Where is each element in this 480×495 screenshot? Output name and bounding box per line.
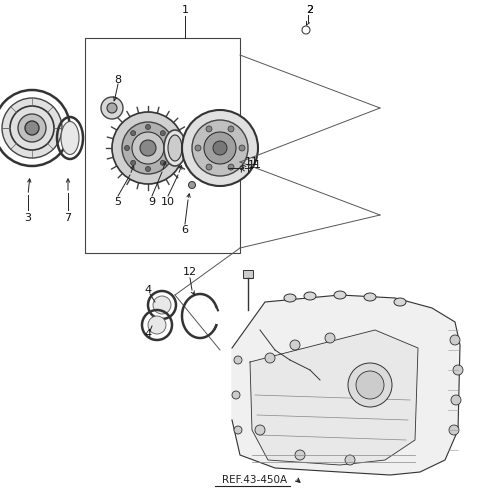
Circle shape (25, 121, 39, 135)
Bar (243, 270, 253, 278)
Circle shape (140, 140, 156, 156)
Circle shape (101, 97, 123, 119)
Text: 8: 8 (114, 75, 121, 85)
Circle shape (234, 426, 242, 434)
Circle shape (265, 353, 275, 363)
Circle shape (228, 126, 234, 132)
Circle shape (189, 182, 195, 189)
Circle shape (204, 132, 236, 164)
Polygon shape (232, 295, 460, 475)
Ellipse shape (394, 298, 406, 306)
Text: 9: 9 (148, 197, 156, 207)
Circle shape (153, 296, 171, 314)
Circle shape (290, 340, 300, 350)
Ellipse shape (304, 292, 316, 300)
Circle shape (232, 391, 240, 399)
Circle shape (145, 166, 151, 171)
Circle shape (18, 114, 46, 142)
Ellipse shape (334, 291, 346, 299)
Text: 3: 3 (24, 213, 32, 223)
Text: 6: 6 (181, 225, 189, 235)
Circle shape (356, 371, 384, 399)
Text: 5: 5 (115, 197, 121, 207)
Circle shape (449, 425, 459, 435)
Circle shape (160, 160, 165, 165)
Circle shape (131, 131, 136, 136)
Ellipse shape (164, 130, 186, 166)
Text: 11: 11 (248, 160, 262, 170)
Ellipse shape (168, 135, 182, 161)
Circle shape (122, 122, 174, 174)
Circle shape (325, 333, 335, 343)
Ellipse shape (183, 138, 201, 168)
Text: 2: 2 (306, 5, 313, 15)
Circle shape (192, 120, 248, 176)
Circle shape (124, 146, 130, 150)
Circle shape (131, 160, 136, 165)
Circle shape (182, 110, 258, 186)
Ellipse shape (61, 121, 79, 154)
Text: 1: 1 (181, 5, 189, 15)
Text: REF.43-450A: REF.43-450A (222, 475, 288, 485)
Circle shape (132, 132, 164, 164)
Ellipse shape (364, 293, 376, 301)
Ellipse shape (284, 294, 296, 302)
Text: 4: 4 (144, 285, 152, 295)
Circle shape (195, 145, 201, 151)
Circle shape (213, 141, 227, 155)
Text: 7: 7 (64, 213, 72, 223)
Text: 2: 2 (306, 5, 313, 15)
Text: 4: 4 (144, 329, 152, 339)
Circle shape (453, 365, 463, 375)
Ellipse shape (187, 143, 197, 163)
Circle shape (450, 335, 460, 345)
Circle shape (145, 125, 151, 130)
Circle shape (255, 425, 265, 435)
Circle shape (2, 98, 62, 158)
Circle shape (451, 395, 461, 405)
Text: 11: 11 (245, 157, 259, 167)
Circle shape (148, 316, 166, 334)
Circle shape (206, 164, 212, 170)
Text: 12: 12 (183, 267, 197, 277)
Circle shape (345, 455, 355, 465)
Circle shape (206, 126, 212, 132)
Circle shape (107, 103, 117, 113)
Circle shape (167, 146, 171, 150)
Polygon shape (250, 330, 418, 465)
Circle shape (295, 450, 305, 460)
Text: 10: 10 (161, 197, 175, 207)
Circle shape (348, 363, 392, 407)
Circle shape (234, 356, 242, 364)
Bar (85, 38, 240, 253)
Circle shape (239, 145, 245, 151)
Circle shape (228, 164, 234, 170)
Circle shape (160, 131, 165, 136)
Circle shape (112, 112, 184, 184)
